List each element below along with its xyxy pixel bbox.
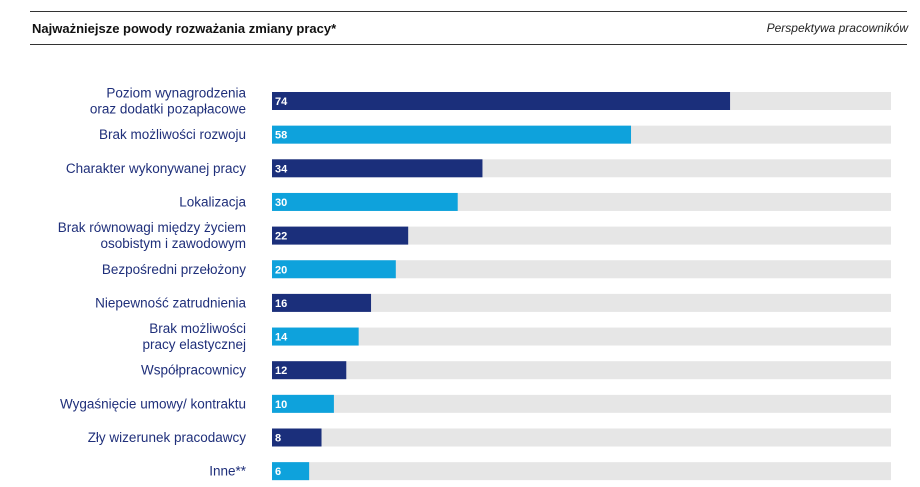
header-bottom-rule (30, 44, 907, 45)
category-label: Brak możliwości pracy elastycznej (142, 321, 246, 352)
bar-value-label: 16 (275, 298, 287, 310)
bar-value-label: 8 (275, 433, 281, 445)
bar-value-label: 74 (275, 96, 288, 108)
category-label: Zły wizerunek pracodawcy (88, 430, 247, 445)
bar (272, 125, 632, 144)
chart-title: Najważniejsze powody rozważania zmiany p… (32, 21, 337, 36)
bar (272, 192, 458, 211)
bar-value-label: 20 (275, 264, 287, 276)
bar (272, 159, 483, 178)
bar-value-label: 30 (275, 197, 287, 209)
category-label: Bezpośredni przełożony (102, 262, 246, 277)
bar (272, 226, 409, 245)
bar-value-label: 58 (275, 130, 287, 142)
bar-track (272, 394, 891, 413)
bar (272, 428, 322, 447)
category-label: Poziom wynagrodzenia oraz dodatki pozapła… (90, 86, 247, 117)
bar-track (272, 260, 891, 279)
bar-track (272, 428, 891, 447)
header-top-rule (30, 11, 907, 12)
category-label: Inne** (209, 464, 247, 479)
bar-track (272, 327, 891, 346)
bar-track (272, 226, 891, 245)
bar-track (272, 462, 891, 481)
category-label: Współpracownicy (141, 363, 246, 378)
bar-track (272, 361, 891, 380)
bar (272, 462, 310, 481)
category-label: Charakter wykonywanej pracy (66, 161, 246, 176)
chart-subtitle: Perspektywa pracowników (766, 21, 908, 35)
bar (272, 293, 372, 312)
bar (272, 361, 347, 380)
bar-value-label: 10 (275, 399, 287, 411)
bar-value-label: 6 (275, 466, 281, 478)
category-label: Niepewność zatrudnienia (95, 295, 246, 310)
category-label: Wygaśnięcie umowy/ kontraktu (60, 396, 246, 411)
bar-track (272, 293, 891, 312)
bar-value-label: 12 (275, 365, 287, 377)
bar (272, 394, 334, 413)
category-label: Brak równowagi między życiem osobistym i … (58, 220, 246, 251)
bar (272, 260, 396, 279)
bar-value-label: 14 (275, 332, 288, 344)
category-label: Brak możliwości rozwoju (99, 127, 246, 142)
bar (272, 92, 731, 110)
bar-value-label: 22 (275, 231, 287, 243)
bar-value-label: 34 (275, 163, 288, 175)
category-label: Lokalizacja (179, 194, 246, 209)
bar (272, 327, 359, 346)
